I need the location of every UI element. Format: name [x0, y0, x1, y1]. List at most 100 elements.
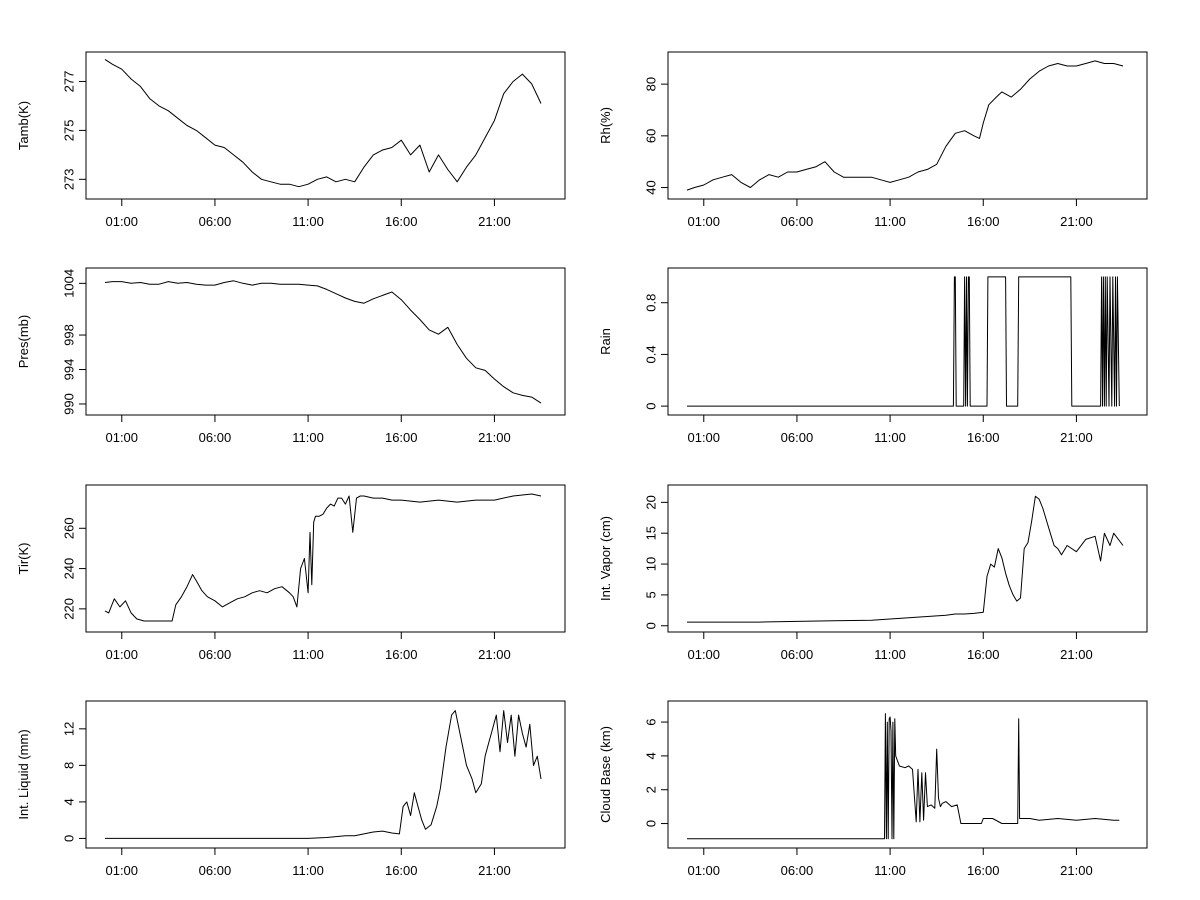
y-tick-label: 4 [643, 752, 658, 759]
panel-3: 01:00 06:00 11:00 16:00 21:00 990 994 998 1004 Pr… [16, 267, 566, 445]
y-tick-label: 8 [61, 762, 76, 769]
y-tick-label: 0.4 [643, 345, 658, 363]
x-tick-label: 01:00 [105, 430, 138, 445]
x-tick-label: 06:00 [199, 430, 232, 445]
plot-frame [667, 700, 1148, 849]
panel-5: 01:00 06:00 11:00 16:00 21:00 220 240 260 Tir(K) [16, 484, 566, 662]
series-line [686, 60, 1124, 191]
plot-frame [667, 267, 1148, 416]
y-axis-label: Cloud Base (km) [598, 726, 613, 823]
y-tick-label: 0 [643, 403, 658, 410]
series-line [687, 495, 1124, 623]
x-tick-label: 16:00 [967, 214, 1000, 229]
series-line [687, 713, 1120, 840]
x-tick-label: 01:00 [687, 863, 720, 878]
y-tick-label: 0 [643, 622, 658, 629]
x-tick-label: 06:00 [199, 214, 232, 229]
y-tick-label: 275 [61, 120, 76, 142]
panel-7: 01:00 06:00 11:00 16:00 21:00 0 4 8 12 Int. Liqui… [16, 700, 566, 878]
x-tick-label: 11:00 [292, 430, 324, 445]
x-tick-label: 01:00 [105, 214, 138, 229]
x-tick-label: 06:00 [781, 214, 814, 229]
x-tick-label: 16:00 [385, 214, 418, 229]
y-tick-label: 240 [61, 558, 76, 580]
x-tick-label: 11:00 [292, 863, 324, 878]
x-tick-label: 11:00 [874, 214, 906, 229]
x-tick-label: 06:00 [199, 863, 232, 878]
y-tick-label: 20 [643, 495, 658, 509]
x-tick-label: 16:00 [967, 430, 1000, 445]
x-tick-label: 21:00 [1060, 647, 1093, 662]
y-tick-label: 998 [61, 324, 76, 346]
x-tick-label: 16:00 [385, 863, 418, 878]
y-tick-label: 12 [61, 722, 76, 736]
y-tick-label: 0.8 [643, 294, 658, 312]
y-tick-label: 60 [643, 129, 658, 143]
plot-frame [667, 51, 1148, 200]
x-tick-label: 06:00 [781, 430, 814, 445]
y-axis: 220 240 260 [61, 517, 87, 620]
y-tick-label: 260 [61, 517, 76, 539]
y-tick-label: 994 [61, 359, 76, 381]
x-axis: 01:00 06:00 11:00 16:00 21:00 [105, 847, 511, 878]
x-tick-label: 01:00 [105, 863, 138, 878]
y-tick-label: 80 [643, 77, 658, 91]
y-axis: 990 994 998 1004 [61, 269, 87, 415]
x-tick-label: 21:00 [1060, 214, 1093, 229]
panel-8: 01:00 06:00 11:00 16:00 21:00 0 2 4 6 Cloud Base … [598, 700, 1148, 878]
panel-4: 01:00 06:00 11:00 16:00 21:00 0 0.4 0.8 Rain [598, 267, 1148, 445]
x-tick-label: 01:00 [687, 214, 720, 229]
x-axis: 01:00 06:00 11:00 16:00 21:00 [105, 631, 511, 662]
y-tick-label: 10 [643, 557, 658, 571]
plot-frame [85, 484, 566, 633]
x-tick-label: 01:00 [105, 647, 138, 662]
panel-2: 01:00 06:00 11:00 16:00 21:00 40 60 80 Rh(%) [598, 51, 1148, 229]
y-tick-label: 2 [643, 786, 658, 793]
x-tick-label: 01:00 [687, 430, 720, 445]
x-tick-label: 11:00 [292, 214, 324, 229]
series-line [104, 493, 542, 622]
series-line [104, 280, 542, 404]
plot-frame [85, 700, 566, 849]
x-tick-label: 11:00 [874, 863, 906, 878]
y-tick-label: 6 [643, 718, 658, 725]
y-tick-label: 273 [61, 168, 76, 190]
series-line [105, 710, 542, 839]
x-tick-label: 21:00 [1060, 863, 1093, 878]
panel-6: 01:00 06:00 11:00 16:00 21:00 0 5 10 15 20 Int. Va… [598, 484, 1148, 662]
y-axis: 273 275 277 [61, 71, 87, 190]
y-tick-label: 1004 [61, 269, 76, 298]
y-tick-label: 5 [643, 591, 658, 598]
x-axis: 01:00 06:00 11:00 16:00 21:00 [687, 847, 1093, 878]
y-axis: 40 60 80 [643, 77, 669, 195]
y-axis-label: Int. Liquid (mm) [16, 729, 31, 819]
x-tick-label: 16:00 [967, 863, 1000, 878]
x-tick-label: 16:00 [967, 647, 1000, 662]
y-axis-label: Tamb(K) [16, 101, 31, 150]
y-axis-label: Rh(%) [598, 107, 613, 144]
x-tick-label: 21:00 [1060, 430, 1093, 445]
y-tick-label: 40 [643, 180, 658, 194]
x-tick-label: 11:00 [292, 647, 324, 662]
x-tick-label: 11:00 [874, 647, 906, 662]
x-tick-label: 06:00 [781, 863, 814, 878]
y-tick-label: 990 [61, 393, 76, 415]
x-tick-label: 06:00 [781, 647, 814, 662]
x-axis: 01:00 06:00 11:00 16:00 21:00 [105, 198, 511, 229]
x-tick-label: 21:00 [478, 430, 511, 445]
y-tick-label: 15 [643, 526, 658, 540]
x-tick-label: 16:00 [385, 647, 418, 662]
y-axis-label: Rain [598, 328, 613, 355]
plot-frame [85, 267, 566, 416]
y-axis: 0 4 8 12 [61, 722, 87, 842]
x-axis: 01:00 06:00 11:00 16:00 21:00 [105, 414, 511, 445]
y-tick-label: 277 [61, 71, 76, 93]
y-axis-label: Tir(K) [16, 542, 31, 574]
series-line [687, 276, 1120, 407]
y-axis: 0 5 10 15 20 [643, 495, 669, 629]
panel-1: 01:00 06:00 11:00 16:00 21:00 273 275 277 Tamb(K… [16, 51, 566, 229]
plot-frame [667, 484, 1148, 633]
y-axis-label: Pres(mb) [16, 315, 31, 368]
series-line [104, 58, 542, 188]
